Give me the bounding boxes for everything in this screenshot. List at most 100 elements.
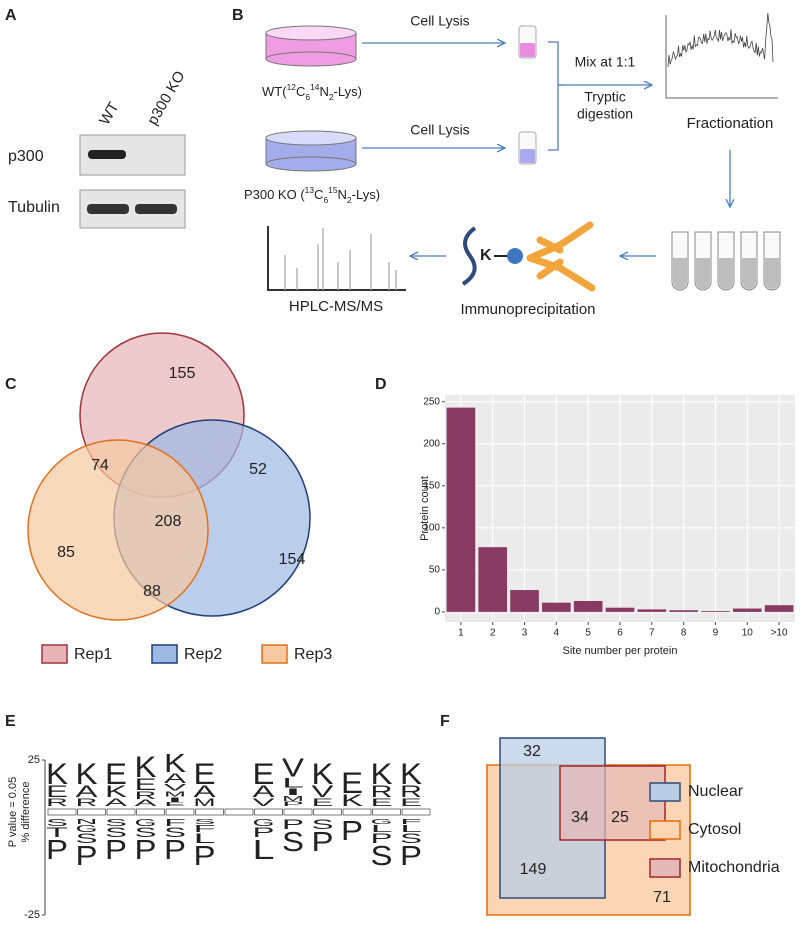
text-part: C (314, 187, 323, 202)
acetyl (507, 248, 523, 264)
text-part: 2 (329, 92, 334, 102)
logo-letter: P (135, 834, 157, 865)
label: K (480, 247, 492, 264)
logo-letter: P (46, 834, 68, 865)
logo-letter: V (253, 797, 276, 809)
logo-letter: K (135, 751, 157, 784)
logo-letter: S (76, 831, 98, 846)
logo-letter: M (164, 790, 186, 799)
bar (542, 602, 571, 612)
label: 4 (554, 628, 560, 639)
text-part: 6 (305, 92, 310, 102)
label: 155 (169, 365, 196, 382)
position-box (47, 808, 77, 816)
logo-letter: P (282, 801, 304, 808)
dish (265, 51, 357, 67)
venn-set (559, 765, 666, 841)
logo-letter: E (164, 802, 189, 808)
logo-letter: E (341, 767, 363, 800)
bar (510, 590, 539, 612)
logo-letter: P (341, 815, 363, 846)
logo-letter: V (164, 783, 188, 794)
label: 208 (155, 513, 182, 530)
logo-letter: P (194, 840, 216, 871)
logo-letter: F (164, 818, 186, 829)
label: Protein count (419, 476, 431, 541)
logo-letter: L (282, 774, 305, 790)
band (88, 150, 126, 159)
logo-letter: E (400, 797, 423, 809)
rich-label: WT(12C614N2-Lys) (262, 82, 362, 102)
legend-swatch (649, 820, 681, 840)
position-box (224, 808, 254, 816)
label: P value = 0.05 (7, 777, 19, 847)
logo-letter: E (253, 758, 275, 791)
logo-letter: P (164, 834, 186, 865)
logo-letter: I (282, 787, 304, 798)
logo-letter: P (312, 826, 334, 857)
dish (265, 25, 357, 41)
logo-letter: P (105, 834, 127, 865)
dish (265, 156, 357, 172)
logo-letter: S (371, 840, 393, 871)
text-part: C (296, 84, 305, 99)
position-box (195, 808, 224, 816)
logo-letter: A (253, 783, 275, 801)
label: 2 (490, 628, 496, 639)
logo-letter: R (371, 783, 393, 801)
logo-letter: S (105, 818, 128, 829)
logo-letter: S (312, 817, 334, 832)
bar (732, 608, 762, 612)
logo-letter: P (400, 840, 422, 871)
position-box (313, 808, 342, 816)
label: 71 (653, 889, 671, 906)
band (87, 204, 129, 214)
text-part: 6 (323, 195, 328, 205)
logo-letter: L (400, 824, 424, 835)
logo-letter: G (253, 818, 276, 829)
logo-letter: E (371, 797, 394, 809)
logo-letter: K (371, 758, 393, 791)
position-box (77, 808, 106, 816)
label: WT (96, 99, 122, 128)
label: Tubulin (8, 199, 60, 216)
logo-letter: K (105, 783, 127, 801)
label: 5 (585, 628, 591, 639)
logo-letter: E (46, 783, 68, 801)
label: 100 (423, 522, 440, 533)
logo-letter: S (400, 831, 422, 846)
text-part: 2 (347, 195, 352, 205)
text-part: N (338, 187, 347, 202)
label: HPLC-MS/MS (289, 298, 383, 315)
label: 1 (458, 628, 464, 639)
logo-letter: L (253, 834, 275, 865)
text-part: WT( (262, 84, 287, 99)
tube-liquid (673, 258, 687, 289)
label: B (232, 7, 244, 24)
label: -25 (24, 909, 40, 921)
bar (573, 600, 603, 612)
label: 0 (434, 607, 440, 618)
label: 85 (57, 544, 75, 561)
position-box (283, 808, 313, 816)
tube-liquid (719, 258, 733, 289)
tube-liquid (520, 149, 535, 163)
position-box (342, 808, 372, 816)
logo-letter: E (194, 758, 216, 791)
logo-letter: V (312, 783, 334, 801)
logo-letter: I (164, 797, 189, 804)
label: 25 (611, 809, 629, 826)
label: D (375, 376, 387, 393)
logo-letter: K (164, 750, 186, 778)
logo-letter: E (312, 797, 335, 809)
legend-swatch (649, 782, 681, 802)
text-part: 15 (328, 185, 338, 195)
logo-letter: S (282, 826, 304, 857)
text-part: 12 (287, 82, 297, 92)
bar (605, 607, 635, 612)
label: Tryptic (584, 89, 625, 105)
bar (669, 610, 698, 612)
bar (701, 611, 730, 612)
label: Rep3 (294, 646, 332, 663)
logo-letter: S (105, 825, 127, 840)
